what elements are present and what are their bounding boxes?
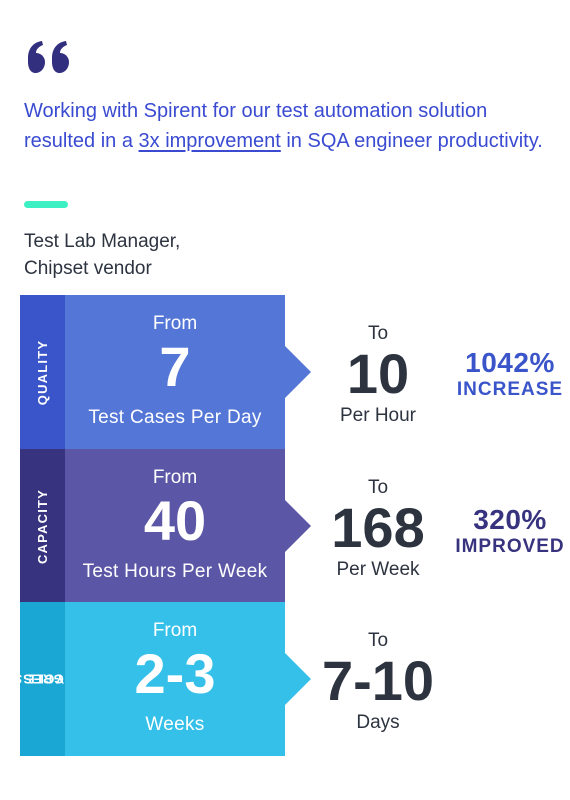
to-label: To — [367, 477, 389, 498]
from-unit: Test Hours Per Week — [82, 561, 268, 582]
metric-row-capacity: CAPACITY From 40 Test Hours Per Week To … — [20, 449, 564, 603]
to-unit: Days — [356, 712, 400, 733]
stat-value: 1042% — [465, 347, 555, 378]
from-value: 7 — [159, 335, 191, 398]
from-panel: From 7 Test Cases Per Day — [65, 295, 285, 449]
to-value: 10 — [346, 342, 410, 405]
stat-value: 320% — [473, 504, 547, 535]
attribution-title: Test Lab Manager, — [24, 231, 181, 252]
from-unit: Test Cases Per Day — [88, 407, 262, 428]
category-label: CAPACITY — [35, 488, 50, 564]
attribution: Test Lab Manager, Chipset vendor — [24, 228, 180, 282]
to-block: To 168 Per Week — [318, 449, 438, 603]
stat-block: 1042% INCREASE — [440, 347, 570, 401]
stat-block: 320% IMPROVED — [440, 504, 570, 558]
to-value: 7-10 — [321, 649, 435, 712]
from-value: 2-3 — [134, 642, 216, 705]
from-panel: From 2-3 Weeks — [65, 602, 285, 756]
metric-row-regression-cycle: REGRESSIONCYCLE From 2-3 Weeks To 7-10 D… — [0, 602, 560, 756]
from-label: From — [152, 313, 198, 334]
accent-divider — [24, 201, 68, 208]
from-unit: Weeks — [145, 714, 205, 735]
category-label: QUALITY — [35, 339, 51, 405]
stat-label: INCREASE — [456, 379, 564, 400]
to-label: To — [367, 630, 389, 651]
metric-row-quality: QUALITY From 7 Test Cases Per Day To 10 … — [20, 295, 562, 449]
category-label: REGRESSIONCYCLE — [0, 671, 85, 687]
to-value: 168 — [331, 496, 425, 559]
arrow-pointer — [285, 500, 311, 552]
category-tab: QUALITY — [20, 295, 65, 449]
from-panel: From 40 Test Hours Per Week — [65, 449, 285, 603]
attribution-company: Chipset vendor — [24, 258, 152, 279]
testimonial-quote: Working with Spirent for our test automa… — [24, 100, 543, 152]
from-label: From — [152, 620, 198, 641]
quote-icon — [28, 41, 69, 73]
quote-highlight: 3x improvement — [138, 130, 281, 152]
to-unit: Per Week — [336, 559, 420, 580]
arrow-pointer — [285, 653, 311, 705]
category-tab: REGRESSIONCYCLE — [0, 602, 85, 756]
to-label: To — [367, 323, 389, 344]
to-block: To 10 Per Hour — [318, 295, 438, 449]
to-unit: Per Hour — [339, 405, 417, 426]
to-block: To 7-10 Days — [318, 602, 438, 756]
from-label: From — [152, 467, 198, 488]
stat-label: IMPROVED — [455, 536, 565, 557]
from-value: 40 — [143, 489, 207, 552]
category-tab: CAPACITY — [20, 449, 65, 603]
arrow-pointer — [285, 346, 311, 398]
